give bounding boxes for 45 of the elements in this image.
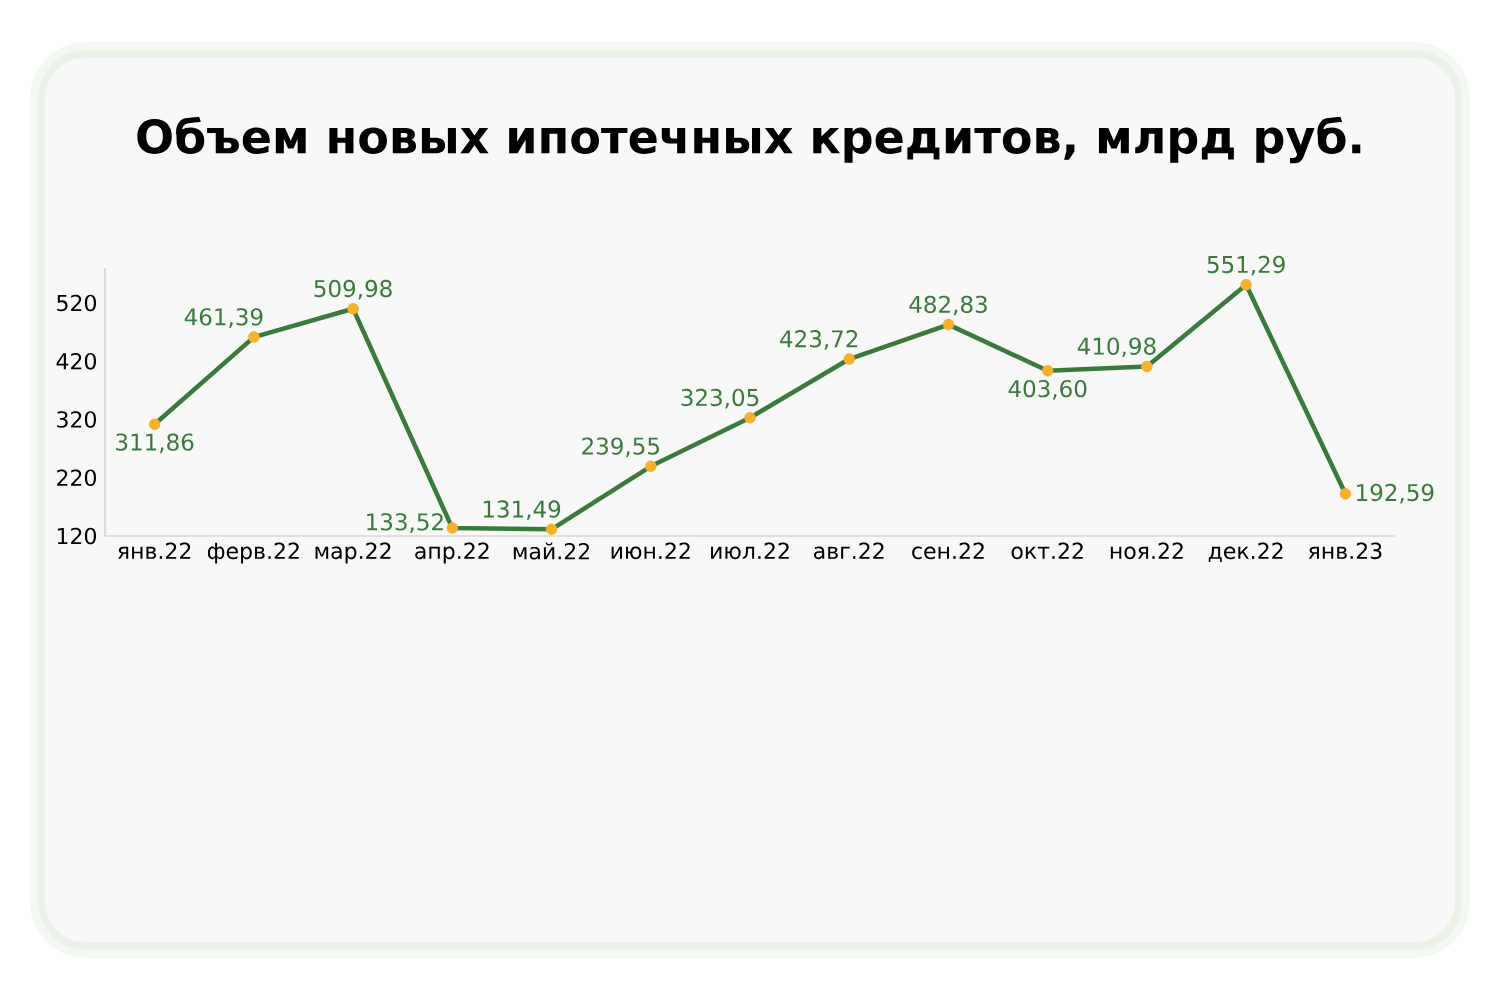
data-label: 323,05 — [681, 388, 759, 409]
x-tick-label: янв.23 — [1308, 542, 1382, 560]
x-tick-label: сен.22 — [912, 542, 984, 560]
data-label: 403,60 — [1008, 379, 1087, 400]
x-tick-label: июл.22 — [711, 542, 789, 560]
x-tick-label: ферв.22 — [207, 542, 299, 564]
point — [545, 523, 558, 535]
data-label: 509,98 — [314, 279, 392, 300]
data-label: 131,49 — [483, 500, 561, 521]
data-label: 239,55 — [582, 437, 659, 458]
x-tick-label: авг.22 — [814, 542, 884, 560]
point — [248, 331, 260, 343]
x-tick-label: май.22 — [513, 542, 590, 560]
chart-title: Объем новых ипотечных кредитов, млрд руб. — [137, 116, 1361, 164]
y-tick-label: 420 — [56, 352, 96, 370]
data-label: 410,98 — [1077, 337, 1156, 358]
data-label: 551,29 — [1207, 255, 1285, 276]
data-label: 423,72 — [780, 330, 858, 350]
x-tick-label: окт.22 — [1011, 542, 1083, 560]
data-label: 192,59 — [1357, 483, 1434, 504]
point — [645, 460, 657, 473]
point — [347, 303, 359, 315]
y-tick-label: 220 — [57, 469, 96, 487]
data-label: 133,52 — [367, 513, 443, 533]
point — [1141, 360, 1153, 373]
point — [942, 318, 955, 331]
x-tick-label: дек.22 — [1208, 542, 1283, 562]
x-tick-label: апр.22 — [415, 542, 489, 564]
point — [148, 418, 161, 430]
x-tick-label: янв.22 — [118, 542, 191, 559]
point — [1339, 487, 1352, 500]
x-tick-label: мар.22 — [315, 542, 391, 564]
point — [843, 353, 855, 365]
y-tick-label: 320 — [57, 411, 96, 428]
point — [1041, 365, 1054, 377]
y-tick-label: 520 — [57, 294, 96, 312]
y-tick-label: 120 — [57, 527, 96, 545]
x-tick-label: июн.22 — [611, 542, 690, 560]
point — [1240, 279, 1252, 291]
x-tick-label: ноя.22 — [1110, 542, 1183, 560]
point — [446, 522, 459, 534]
data-label: 482,83 — [909, 295, 987, 316]
data-label: 311,86 — [116, 433, 194, 454]
data-label: 461,39 — [184, 308, 263, 328]
point — [744, 411, 756, 424]
